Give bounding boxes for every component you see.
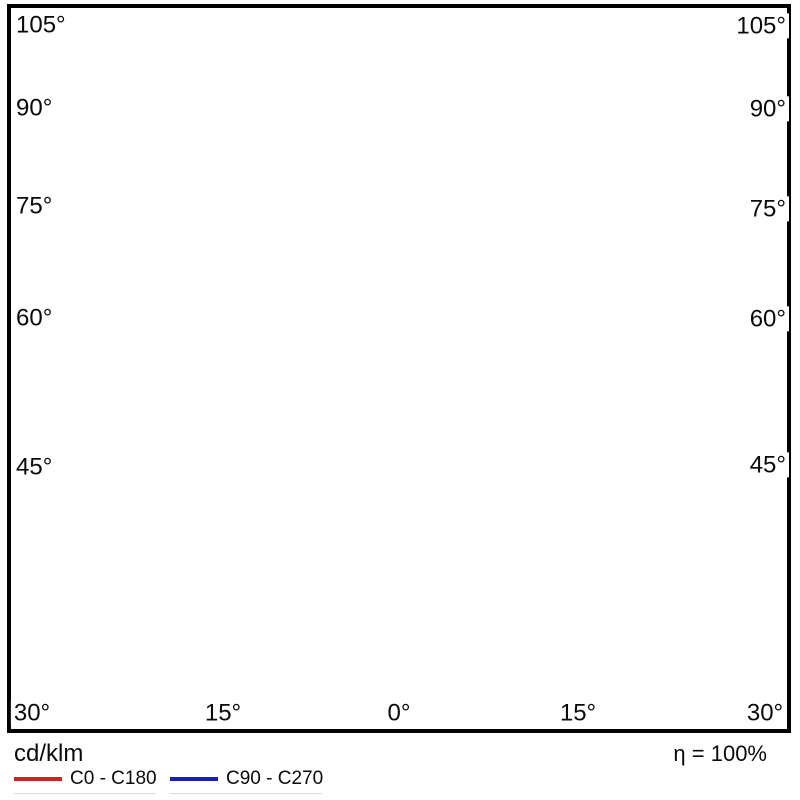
label-backing <box>746 306 789 332</box>
legend-item-c0-c180: C0 - C180 <box>14 768 157 794</box>
grid-ring <box>312 27 489 204</box>
ring-value-gap <box>377 369 423 393</box>
angle-label-left: 60° <box>16 304 52 331</box>
angle-label-bottom: 30° <box>747 699 783 726</box>
angle-label-right: 105° <box>736 12 786 39</box>
angle-label-bottom: 15° <box>560 699 596 726</box>
ring-value-gap <box>377 192 423 216</box>
label-backing <box>743 700 787 726</box>
units-label: cd/klm <box>14 740 84 767</box>
grid-ring <box>0 0 800 558</box>
plot-border <box>7 4 791 733</box>
intensity-curves <box>255 113 544 615</box>
angle-label-left: 90° <box>16 94 52 121</box>
label-backing <box>733 13 789 39</box>
grid-ring <box>0 0 800 646</box>
grid-radial-line <box>167 200 377 800</box>
grid-radial-line <box>423 200 633 800</box>
angle-label-right: 45° <box>750 451 786 478</box>
grid-ring <box>46 0 754 469</box>
label-backing <box>556 700 600 726</box>
grid-ring <box>0 0 800 735</box>
grid-radial-line <box>0 159 323 565</box>
label-backing <box>201 700 245 726</box>
angle-label-left: 105° <box>16 11 66 38</box>
legend: C0 - C180 C90 - C270 <box>0 768 800 798</box>
angle-label-right: 75° <box>750 195 786 222</box>
angle-label-bottom: 0° <box>388 699 411 726</box>
ring-value-gap <box>377 634 423 658</box>
grid-radial-line <box>0 192 356 800</box>
label-backing <box>10 700 54 726</box>
angle-label-right: 60° <box>750 305 786 332</box>
legend-label-c0-c180: C0 - C180 <box>70 768 157 789</box>
legend-label-c90-c270: C90 - C270 <box>226 768 324 789</box>
angle-label-bottom: 15° <box>205 699 241 726</box>
grid-ring <box>223 0 577 292</box>
ring-value-gap <box>377 280 423 304</box>
label-backing <box>746 196 789 222</box>
label-backing <box>13 12 69 38</box>
angle-label-bottom: 30° <box>14 699 50 726</box>
c90-c270-line-swatch <box>170 777 218 781</box>
angle-label-right: 90° <box>750 95 786 122</box>
curve-c90-c270 <box>265 115 544 613</box>
ring-value-gap <box>377 457 423 481</box>
label-backing <box>13 95 56 121</box>
angle-label-left: 75° <box>16 192 52 219</box>
label-backing <box>13 454 56 480</box>
grid-ring <box>135 0 666 381</box>
efficiency-label: η = 100% <box>673 741 767 766</box>
ring-value-gap <box>377 546 423 570</box>
label-backing <box>13 305 56 331</box>
label-backing <box>384 700 414 726</box>
angle-label-left: 45° <box>16 453 52 480</box>
legend-item-c90-c270: C90 - C270 <box>170 768 324 794</box>
angle-labels: 105° 90° 75° 60° 45° 105° 90° 75° 60° 45° 30° 15° 0°… <box>10 11 789 726</box>
label-backing <box>746 452 789 478</box>
label-backing <box>746 96 789 122</box>
c0-c180-line-swatch <box>14 777 62 781</box>
curve-c0-c180 <box>255 113 537 615</box>
label-backing <box>13 193 56 219</box>
